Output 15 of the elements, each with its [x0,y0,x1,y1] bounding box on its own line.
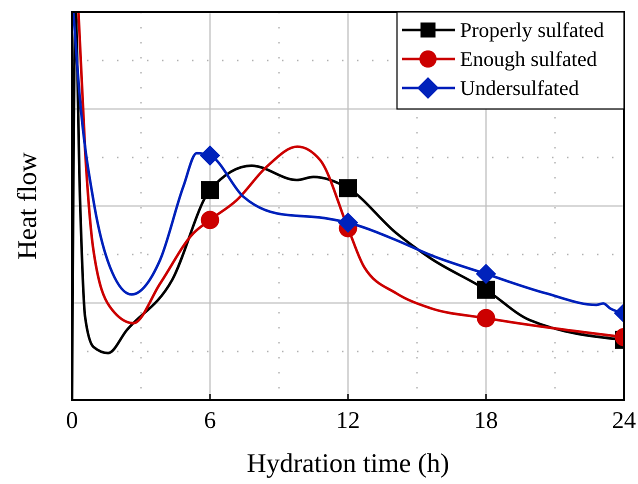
point [201,181,219,200]
legend-label: Properly sulfated [460,18,605,42]
point [200,145,220,166]
x-tick-label: 24 [612,408,636,434]
point [339,179,357,198]
x-tick-label: 0 [66,408,78,434]
x-tick-label: 18 [474,408,498,434]
x-axis-title: Hydration time (h) [246,448,450,478]
point [338,212,358,233]
legend-label: Undersulfated [460,76,580,100]
point [200,210,220,230]
x-tick-label: 6 [204,408,216,434]
legend-label: Enough sulfated [460,47,598,71]
y-axis-title: Heat flow [12,152,42,260]
x-tick-label: 12 [336,408,360,434]
